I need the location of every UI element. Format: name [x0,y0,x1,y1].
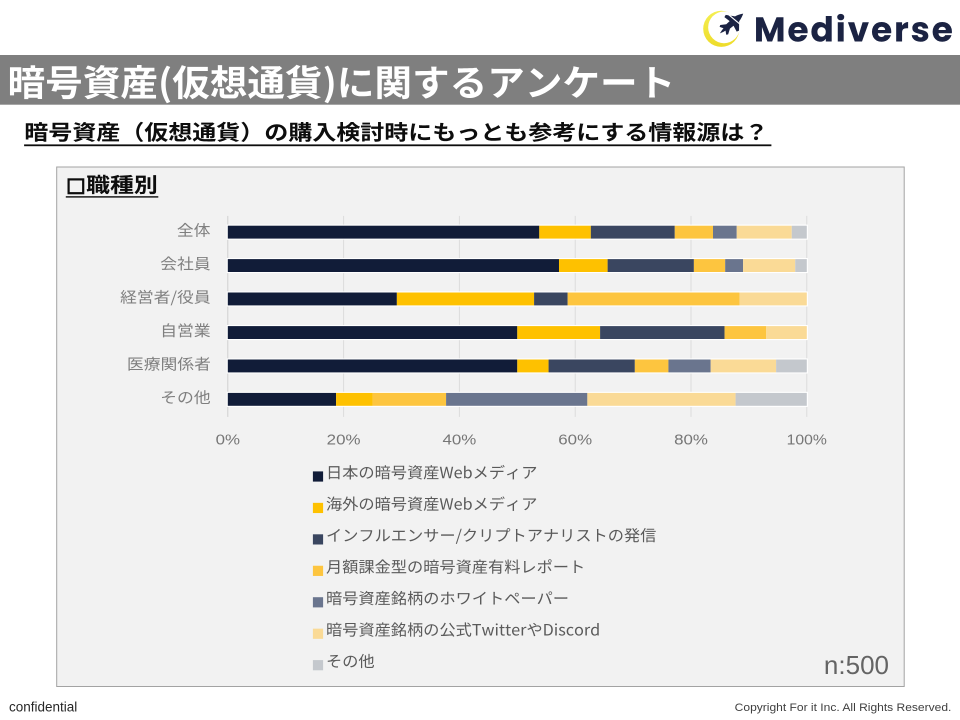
svg-text:Copyright For it Inc. All Righ: Copyright For it Inc. All Rights Reserve… [735,702,952,714]
svg-text:80%: 80% [674,432,708,448]
svg-text:60%: 60% [558,432,592,448]
svg-text:confidential: confidential [9,700,77,715]
svg-text:n:500: n:500 [824,650,889,680]
svg-text:0%: 0% [216,432,241,448]
svg-text:20%: 20% [327,432,361,448]
svg-text:40%: 40% [443,432,477,448]
svg-text:100%: 100% [787,432,827,448]
